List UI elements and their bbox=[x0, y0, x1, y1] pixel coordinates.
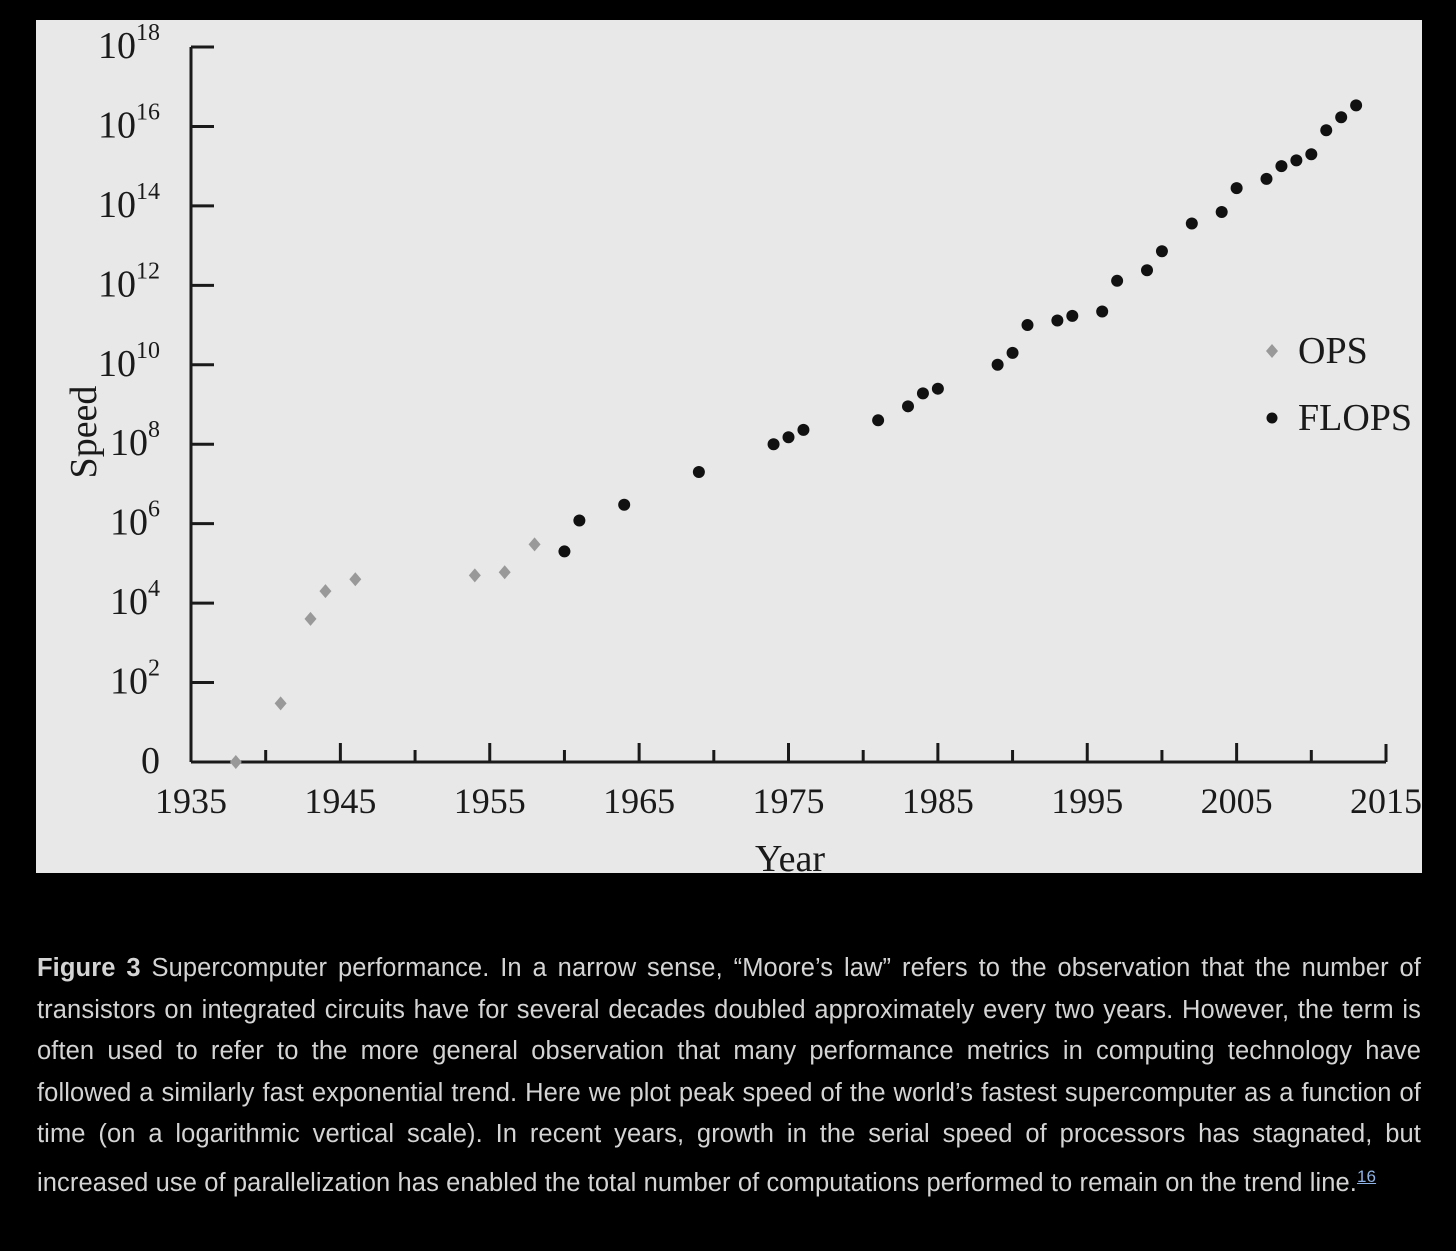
flops-point bbox=[1335, 111, 1348, 124]
flops-point bbox=[931, 382, 944, 395]
flops-point bbox=[1096, 305, 1109, 318]
x-tick-label: 1935 bbox=[155, 781, 227, 821]
y-tick-label: 108 bbox=[110, 417, 160, 464]
legend-flops-marker bbox=[1266, 412, 1278, 424]
legend-label: OPS bbox=[1298, 330, 1368, 372]
y-tick-label: 1016 bbox=[98, 99, 160, 146]
flops-point bbox=[1185, 217, 1198, 230]
flops-point bbox=[872, 414, 885, 427]
ops-point bbox=[319, 584, 332, 599]
ops-point bbox=[349, 572, 362, 587]
flops-point bbox=[991, 358, 1004, 371]
flops-point bbox=[1141, 264, 1153, 277]
flops-point bbox=[1350, 99, 1363, 112]
x-tick-label: 1975 bbox=[753, 781, 825, 821]
flops-point bbox=[1260, 172, 1273, 185]
x-tick-label: 2015 bbox=[1350, 781, 1422, 821]
flops-point bbox=[916, 387, 929, 400]
y-tick-label: 102 bbox=[110, 656, 160, 703]
ops-point bbox=[468, 568, 481, 583]
flops-point bbox=[782, 431, 795, 444]
x-tick-label: 1995 bbox=[1051, 781, 1123, 821]
ops-point bbox=[304, 611, 317, 626]
axes bbox=[189, 45, 1388, 764]
y-tick-label: 1010 bbox=[98, 338, 160, 385]
y-tick-label: 1014 bbox=[98, 179, 160, 226]
x-tick-label: 1945 bbox=[304, 781, 376, 821]
x-ticks: 1935 1945 1955 1965 1975 1985 1995 2005 2015 bbox=[155, 743, 1422, 821]
flops-point bbox=[797, 423, 810, 436]
flops-point bbox=[1155, 245, 1168, 258]
y-tick-label: 1012 bbox=[98, 258, 160, 305]
caption-text: Supercomputer performance. In a narrow s… bbox=[37, 954, 1421, 1197]
ops-point bbox=[274, 696, 287, 711]
figure-label: Figure 3 bbox=[37, 954, 141, 982]
y-ticks: 0 102 104 106 108 1010 1012 1014 1016 1018 bbox=[98, 20, 214, 782]
flops-point bbox=[1215, 206, 1228, 219]
y-tick-label: 106 bbox=[110, 497, 160, 544]
flops-point bbox=[558, 545, 571, 558]
x-tick-label: 2005 bbox=[1201, 781, 1273, 821]
flops-point bbox=[902, 400, 914, 413]
flops-point bbox=[573, 514, 586, 527]
flops-point bbox=[1051, 314, 1064, 327]
legend-ops-marker bbox=[1266, 344, 1278, 358]
x-tick-label: 1955 bbox=[454, 781, 526, 821]
flops-point bbox=[1290, 154, 1303, 167]
y-tick-label: 104 bbox=[110, 576, 160, 623]
ops-point bbox=[229, 755, 242, 769]
figure-panel: 0 102 104 106 108 1010 1012 1014 1016 1018 1935 19… bbox=[36, 20, 1422, 873]
reference-link[interactable]: 16 bbox=[1356, 1166, 1377, 1186]
ops-point bbox=[528, 537, 541, 552]
flops-point bbox=[618, 498, 631, 511]
flops-point bbox=[1111, 274, 1124, 287]
flops-point bbox=[1305, 148, 1318, 161]
ops-point bbox=[498, 565, 511, 580]
x-tick-label: 1985 bbox=[902, 781, 974, 821]
y-tick-label: 0 bbox=[141, 740, 160, 782]
flops-point bbox=[692, 465, 705, 478]
x-axis-label: Year bbox=[755, 838, 825, 873]
data-points bbox=[229, 99, 1363, 769]
flops-point bbox=[1006, 346, 1019, 359]
y-tick-label: 1018 bbox=[98, 20, 160, 67]
figure-caption: Figure 3 Supercomputer performance. In a… bbox=[37, 948, 1421, 1205]
flops-point bbox=[1021, 319, 1034, 332]
flops-point bbox=[1320, 124, 1333, 137]
x-tick-label: 1965 bbox=[603, 781, 675, 821]
flops-point bbox=[1066, 309, 1079, 322]
legend-label: FLOPS bbox=[1298, 397, 1412, 439]
y-axis-label: Speed bbox=[63, 386, 105, 479]
flops-point bbox=[1230, 182, 1243, 195]
flops-point bbox=[767, 438, 780, 451]
flops-point bbox=[1275, 160, 1288, 173]
legend: OPS FLOPS bbox=[1266, 330, 1412, 439]
